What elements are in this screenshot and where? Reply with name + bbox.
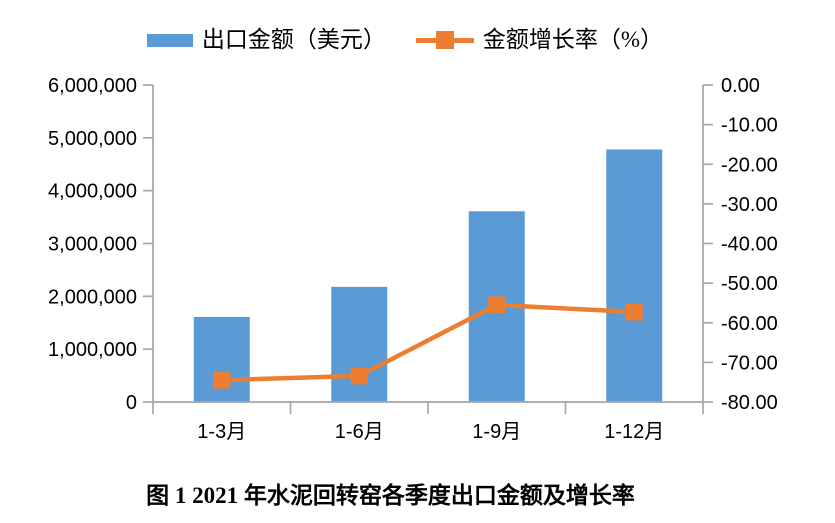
bar-series-swatch-icon — [146, 33, 193, 47]
legend-label: 出口金额（美元） — [201, 27, 386, 52]
x-axis-category-label: 1-6月 — [335, 421, 384, 443]
right-axis-tick-label: -70.00 — [721, 352, 778, 374]
right-axis-tick-label: -50.00 — [721, 273, 778, 295]
right-axis-tick-label: 0.00 — [721, 75, 760, 97]
combo-chart-plot: 6,000,000 5,000,000 4,000,000 3,000,000 2,00… — [48, 75, 778, 443]
left-axis-tick-label: 1,000,000 — [48, 339, 137, 361]
right-axis-tick-label: -80.00 — [721, 392, 778, 414]
left-axis-tick-label: 2,000,000 — [48, 286, 137, 308]
left-axis-tick-label: 6,000,000 — [48, 75, 137, 97]
left-axis-tick-label: 4,000,000 — [48, 181, 137, 203]
figure-caption: 图 1 2021 年水泥回转窑各季度出口金额及增长率 — [146, 483, 635, 508]
growth-rate-line — [221, 302, 635, 383]
chart-legend: 出口金额（美元） 金额增长率（%） — [0, 22, 810, 58]
x-axis-category-label: 1-3月 — [197, 421, 246, 443]
left-axis-tick-label: 3,000,000 — [48, 234, 137, 256]
export-amount-bar — [193, 316, 250, 402]
right-axis-tick-label: -10.00 — [721, 115, 778, 137]
legend-item-growth-rate: 金额增长率（%） — [415, 22, 664, 58]
right-axis-tick-label: -40.00 — [721, 234, 778, 256]
export-amount-bar — [331, 286, 388, 402]
growth-rate-marker — [350, 367, 368, 385]
line-marker-swatch-icon — [415, 30, 474, 50]
growth-rate-marker — [625, 303, 643, 321]
legend-label: 金额增长率（%） — [482, 27, 664, 52]
export-amount-bar — [606, 149, 663, 402]
right-axis-tick-label: -20.00 — [721, 154, 778, 176]
growth-rate-marker — [488, 296, 506, 314]
growth-rate-marker — [213, 371, 231, 389]
legend-item-export-amount: 出口金额（美元） — [146, 22, 386, 58]
x-axis-category-label: 1-12月 — [604, 421, 664, 443]
left-axis-tick-label: 5,000,000 — [48, 128, 137, 150]
right-axis-tick-label: -60.00 — [721, 313, 778, 335]
left-axis-tick-label: 0 — [126, 392, 137, 414]
right-axis-tick-label: -30.00 — [721, 194, 778, 216]
x-axis-category-label: 1-9月 — [472, 421, 521, 443]
